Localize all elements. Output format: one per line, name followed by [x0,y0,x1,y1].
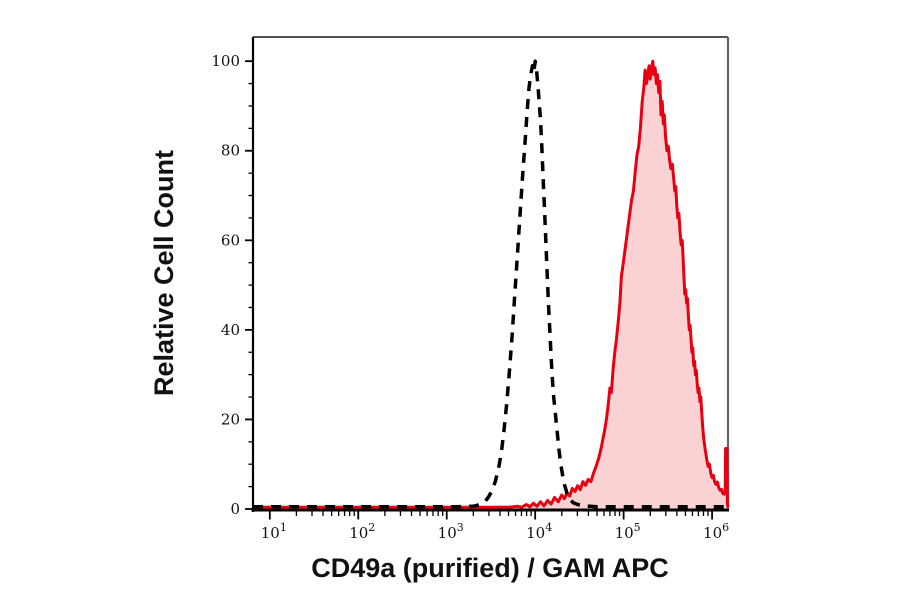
x-tick-exponent: 2 [368,521,375,534]
x-tick-label: 105 [615,521,641,542]
y-tick-label: 100 [211,52,240,70]
x-tick-exponent: 3 [457,521,464,534]
x-tick-exponent: 4 [545,521,552,534]
y-axis-title: Relative Cell Count [149,150,179,396]
x-tick-label: 104 [526,521,552,542]
y-tick-label: 0 [230,500,240,518]
x-tick-label: 101 [261,521,287,542]
x-tick-label: 103 [438,521,464,542]
x-tick-label: 102 [349,521,375,542]
y-tick-label: 80 [221,142,240,160]
stained-histogram-fill [253,61,728,509]
stained-histogram-curve [253,59,730,509]
y-tick-label: 20 [221,410,240,428]
x-tick-exponent: 1 [280,521,287,534]
x-tick-exponent: 5 [634,521,641,534]
x-axis-title: CD49a (purified) / GAM APC [311,553,669,583]
negative-control-dashed-curve [253,59,728,509]
y-tick-label: 60 [221,231,240,249]
y-tick-label: 40 [221,321,240,339]
x-tick-exponent: 6 [722,521,729,534]
x-tick-label: 106 [703,521,729,542]
plot-layer: 0 20 40 60 80 100 101 102 103 104 105 106 [211,36,730,542]
